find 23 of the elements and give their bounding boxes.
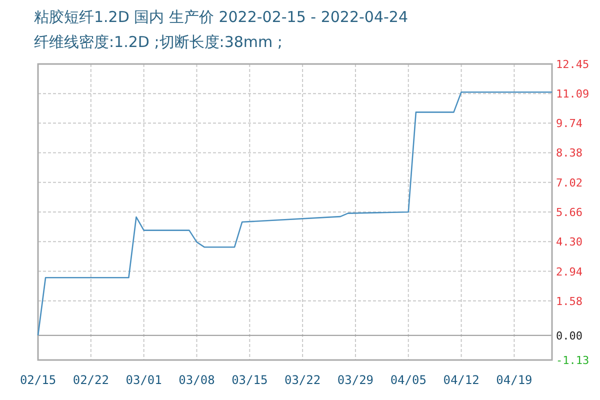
y-tick-label: 4.30 [556,236,582,249]
x-tick-label: 02/15 [20,373,56,387]
x-tick-label: 04/19 [496,373,532,387]
x-tick-label: 03/29 [337,373,374,387]
x-tick-label: 02/22 [72,373,109,387]
x-tick-label: 03/22 [284,373,321,387]
x-tick-label: 04/05 [390,373,426,387]
title: 粘胶短纤1.2D 国内 生产价 2022-02-15 - 2022-04-24 [34,8,408,26]
subtitle: 纤维线密度:1.2D ;切断长度:38mm ; [34,33,282,51]
x-tick-label: 03/08 [178,373,215,387]
y-tick-label: 0.00 [556,329,582,342]
y-tick-label: 8.38 [556,146,582,160]
y-tick-label: 7.02 [556,176,582,190]
y-tick-label: 12.45 [556,58,590,71]
y-tick-label: 1.58 [556,294,582,308]
x-tick-label: 03/15 [232,373,268,387]
y-tick-label: 11.09 [556,88,590,101]
x-tick-label: 04/12 [443,373,480,387]
y-tick-label: 5.66 [556,206,582,219]
y-tick-label: -1.13 [556,354,590,367]
y-tick-label: 9.74 [556,117,583,130]
x-tick-label: 03/01 [126,373,162,387]
y-tick-label: 2.94 [556,265,583,278]
